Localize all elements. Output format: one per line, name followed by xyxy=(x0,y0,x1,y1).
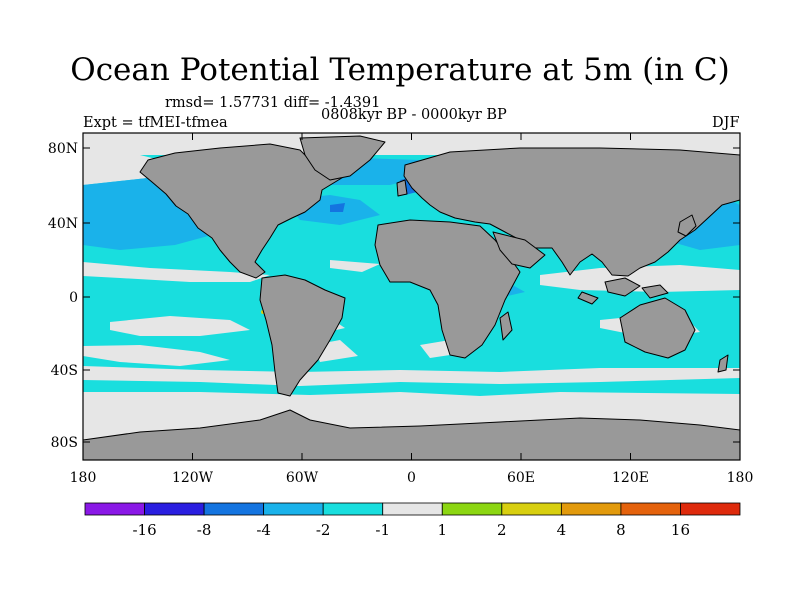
x-tick-label: 120W xyxy=(172,470,214,486)
great-britain xyxy=(396,179,408,197)
season-label: DJF xyxy=(712,115,740,131)
plot-title: Ocean Potential Temperature at 5m (in C) xyxy=(70,52,730,88)
colorbar-label: -4 xyxy=(256,521,271,539)
eurasia xyxy=(403,147,740,277)
colorbar-label: -16 xyxy=(132,521,156,539)
colorbar-swatch xyxy=(620,502,681,516)
stats-label: rmsd= 1.57731 diff= -1.4391 xyxy=(165,95,381,111)
colorbar: -16 -8 -4 -2 -1 1 2 4 8 16 xyxy=(84,502,741,539)
x-tick-label: 0 xyxy=(407,470,416,486)
colorbar-swatch xyxy=(560,502,622,516)
colorbar-label: 8 xyxy=(616,521,626,539)
x-tick-label: 180 xyxy=(727,470,754,486)
x-tick-label: 180 xyxy=(70,470,97,486)
greenland xyxy=(299,135,386,181)
australia xyxy=(619,297,696,359)
antarctica xyxy=(83,409,740,460)
colorbar-swatch xyxy=(84,502,145,516)
experiment-label: Expt = tfMEI-tfmea xyxy=(83,115,228,131)
colorbar-swatch xyxy=(382,502,443,516)
japan xyxy=(677,214,697,237)
colorbar-swatch xyxy=(322,502,384,516)
y-tick-label: 80N xyxy=(48,141,78,157)
colorbar-label: 4 xyxy=(557,521,567,539)
x-tick-label: 60W xyxy=(286,470,319,486)
new-zealand xyxy=(717,354,729,373)
x-tick-label: 120E xyxy=(612,470,649,486)
south-america xyxy=(259,274,346,397)
x-tick-label: 60E xyxy=(507,470,535,486)
land-masses xyxy=(83,135,740,460)
colorbar-swatch xyxy=(680,502,741,516)
y-tick-label: 40N xyxy=(48,216,78,232)
colorbar-label: 2 xyxy=(497,521,507,539)
maritime-continent xyxy=(604,277,641,297)
colorbar-label: 1 xyxy=(437,521,447,539)
axis-layer: 180 120W 60W 0 60E 120E 180 80N 40N 0 40S 80S xyxy=(48,133,753,486)
y-tick-label: 80S xyxy=(51,435,78,451)
colorbar-label: -8 xyxy=(197,521,212,539)
colorbar-swatch xyxy=(203,502,265,516)
colorbar-label: -2 xyxy=(316,521,331,539)
colorbar-swatch xyxy=(501,502,562,516)
colorbar-swatch xyxy=(144,502,205,516)
colorbar-label: -1 xyxy=(375,521,390,539)
colorbar-label: 16 xyxy=(671,521,690,539)
y-tick-label: 40S xyxy=(51,363,78,379)
colorbar-swatch xyxy=(441,502,503,516)
colorbar-swatch xyxy=(263,502,324,516)
y-tick-label: 0 xyxy=(69,290,78,306)
map-plot-area xyxy=(83,133,740,460)
arabia xyxy=(492,231,546,269)
africa xyxy=(374,219,521,359)
madagascar xyxy=(499,311,513,341)
period-label: 0808kyr BP - 0000kyr BP xyxy=(321,107,507,123)
